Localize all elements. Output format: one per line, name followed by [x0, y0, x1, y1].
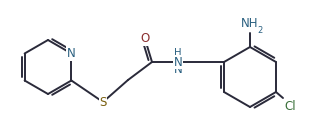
Text: 2: 2: [257, 26, 262, 35]
Text: N: N: [174, 55, 182, 68]
Text: H
N: H N: [174, 48, 182, 76]
Text: NH: NH: [241, 17, 259, 30]
Text: Cl: Cl: [284, 100, 296, 113]
Text: S: S: [99, 95, 107, 109]
Text: O: O: [141, 32, 150, 45]
Text: N: N: [67, 47, 76, 60]
Text: H: H: [174, 48, 182, 58]
